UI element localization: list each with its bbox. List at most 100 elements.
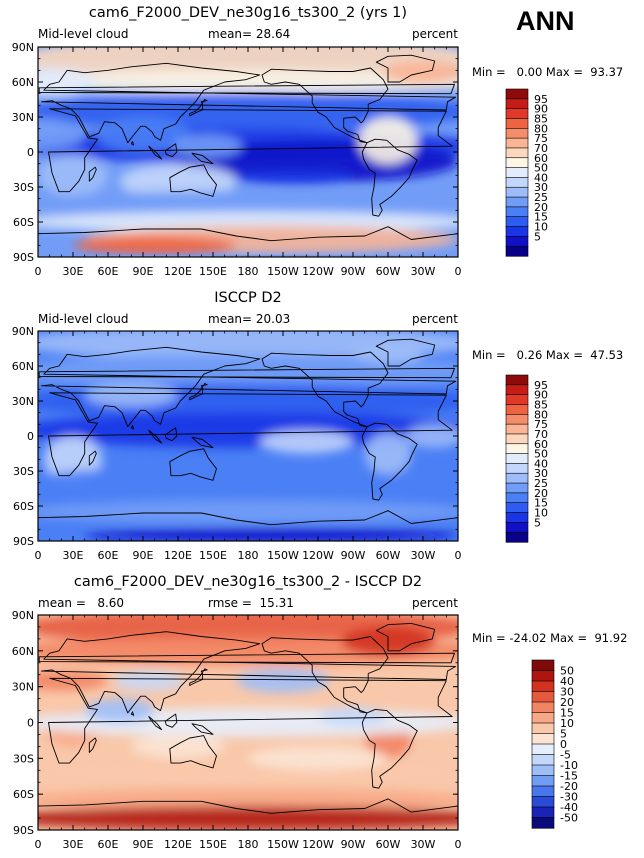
colorbar-label: 90 [534, 103, 548, 116]
panel-2-left-label: Mid-level cloud [38, 312, 128, 326]
panel-2: ISCCP D2 Mid-level cloud mean= 20.03 per… [12, 290, 623, 562]
lat-tick-label: 60N [12, 360, 34, 373]
panel-3-lon-ticks: 0 30E 60E 90E 120E 150E 180 150W 120W 90W 60W 30W 0 [35, 615, 462, 851]
colorbar-label: -50 [560, 812, 578, 825]
field-region [38, 68, 97, 96]
colorbar-swatch [531, 796, 555, 808]
colorbar-swatch [505, 531, 529, 543]
colorbar-swatch [505, 118, 529, 129]
lon-tick-label: 180 [238, 838, 259, 851]
panel-3-map [37, 614, 459, 831]
colorbar-swatch [505, 413, 529, 425]
coastline [48, 392, 453, 477]
colorbar-swatch [531, 743, 555, 756]
field-region [38, 190, 458, 219]
lon-tick-label: 30E [63, 549, 84, 562]
colorbar-label: 75 [534, 132, 548, 145]
colorbar-label: 10 [560, 717, 574, 730]
field-region [38, 788, 458, 813]
lon-tick-label: 60W [376, 265, 401, 278]
lon-tick-label: 60E [98, 838, 119, 851]
lat-tick-label: 90N [12, 325, 34, 338]
panel-2-lat-ticks: 90N 60N 30N 0 30S 60S 90S [12, 325, 458, 548]
colorbar-swatch [505, 88, 529, 100]
lon-tick-label: 120E [164, 549, 192, 562]
colorbar-swatch [505, 482, 529, 494]
coastline [130, 711, 135, 716]
colorbar-swatch [505, 196, 529, 208]
colorbar-swatch [505, 236, 529, 247]
lat-tick-label: 30S [13, 465, 34, 478]
coastline [38, 83, 455, 95]
colorbar-swatch [531, 670, 555, 682]
lon-tick-label: 90E [133, 838, 154, 851]
lat-tick-label: 30N [12, 395, 34, 408]
colorbar-label: 95 [534, 93, 548, 106]
coastline [38, 367, 455, 379]
lon-tick-label: 30E [63, 838, 84, 851]
lon-tick-label: 150W [267, 265, 299, 278]
lat-tick-label: 90S [13, 824, 34, 837]
lon-tick-label: 90W [341, 549, 366, 562]
field-region [38, 331, 458, 361]
coastline [191, 152, 214, 165]
field-region [84, 383, 178, 407]
colorbar-swatch [531, 722, 555, 735]
lon-tick-label: 30W [411, 549, 436, 562]
coastline [130, 425, 135, 430]
colorbar-label: 40 [534, 171, 548, 184]
panel-1-title: cam6_F2000_DEV_ne30g16_ts300_2 (yrs 1) [89, 5, 407, 21]
lon-tick-label: 0 [455, 838, 462, 851]
lat-tick-label: 0 [27, 430, 34, 443]
coastline [169, 164, 217, 197]
colorbar-swatch [505, 157, 529, 169]
colorbar-swatch [505, 177, 529, 188]
lon-tick-label: 30E [63, 265, 84, 278]
colorbar-label: 85 [534, 112, 548, 125]
coastline [164, 713, 178, 728]
colorbar-label: -30 [560, 791, 578, 804]
panel-1-units-label: percent [412, 27, 458, 41]
colorbar-swatch [505, 374, 529, 386]
colorbar-label: 80 [534, 122, 548, 135]
colorbar-swatch [505, 127, 529, 139]
colorbar-label: 80 [534, 408, 548, 421]
coastline [148, 716, 163, 731]
field-region [38, 154, 108, 197]
field-region [96, 117, 190, 152]
panel-3-rmse-label: rmse = 15.31 [208, 596, 294, 610]
colorbar-label: 15 [534, 211, 548, 224]
coastline [88, 166, 97, 182]
field-region [38, 500, 458, 524]
colorbar-label: 15 [534, 497, 548, 510]
colorbar-swatch [531, 785, 555, 798]
lon-tick-label: 120E [164, 838, 192, 851]
field-region [38, 465, 458, 501]
lat-tick-label: 0 [27, 146, 34, 159]
colorbar-swatch [505, 186, 529, 198]
field-region [236, 170, 353, 185]
colorbar-swatch [531, 680, 555, 693]
season-label: ANN [516, 6, 575, 36]
coastline [48, 677, 453, 764]
lon-tick-label: 0 [35, 838, 42, 851]
field-region [172, 134, 243, 158]
lon-tick-label: 180 [238, 549, 259, 562]
coastline [361, 138, 418, 217]
lon-tick-label: 150E [199, 838, 227, 851]
colorbar-swatch [505, 463, 529, 474]
lon-tick-label: 90W [341, 265, 366, 278]
colorbar-swatch [531, 754, 555, 766]
colorbar-swatch [531, 659, 555, 672]
lon-tick-label: 120W [302, 549, 334, 562]
panel-3: cam6_F2000_DEV_ne30g16_ts300_2 - ISCCP D… [12, 574, 628, 851]
field-region [73, 236, 237, 255]
colorbar-label: 30 [560, 686, 574, 699]
lat-tick-label: 60S [13, 788, 34, 801]
colorbar-swatch [531, 733, 555, 745]
panel-1-map [37, 46, 459, 258]
coastline [191, 723, 214, 735]
lon-tick-label: 30W [411, 265, 436, 278]
colorbar-swatch [505, 167, 529, 179]
lat-tick-label: 30N [12, 111, 34, 124]
